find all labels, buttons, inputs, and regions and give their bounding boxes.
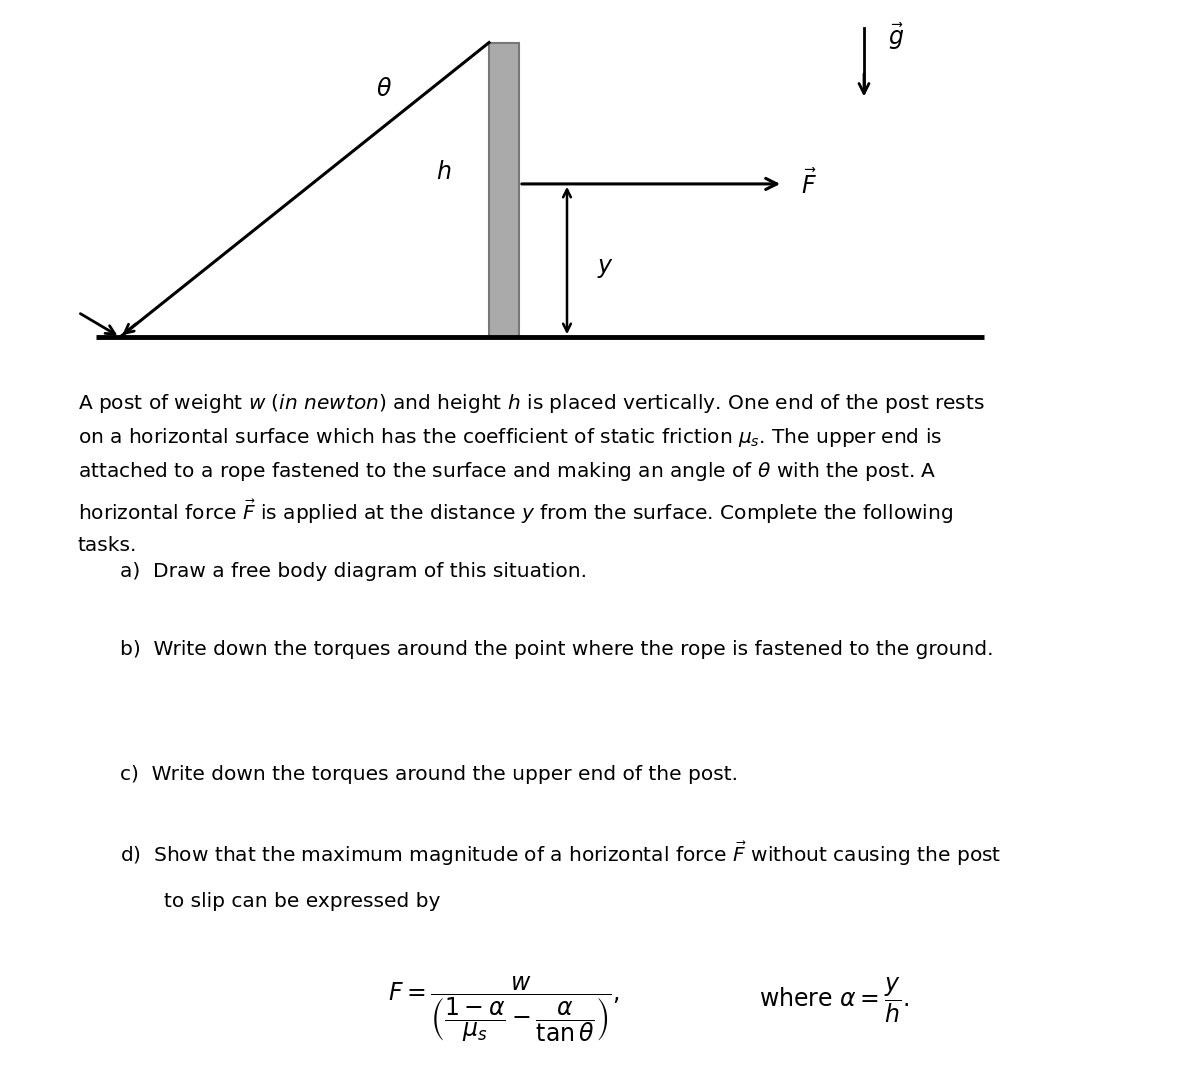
Text: $\mathrm{where}\ \alpha = \dfrac{y}{h}.$: $\mathrm{where}\ \alpha = \dfrac{y}{h}.$ <box>758 976 910 1026</box>
Text: c)  Write down the torques around the upper end of the post.: c) Write down the torques around the upp… <box>120 765 738 783</box>
Text: a)  Draw a free body diagram of this situation.: a) Draw a free body diagram of this situ… <box>120 562 587 582</box>
Text: $\theta$: $\theta$ <box>376 76 392 100</box>
Text: A post of weight $w$ $\mathit{(in\ newton)}$ and height $h$ is placed vertically: A post of weight $w$ $\mathit{(in\ newto… <box>78 392 985 555</box>
Text: $y$: $y$ <box>598 255 614 279</box>
Text: d)  Show that the maximum magnitude of a horizontal force $\vec{F}$ without caus: d) Show that the maximum magnitude of a … <box>120 839 1001 867</box>
Text: to slip can be expressed by: to slip can be expressed by <box>164 892 440 911</box>
Text: $\vec{F}$: $\vec{F}$ <box>802 169 817 199</box>
FancyBboxPatch shape <box>490 43 520 337</box>
Text: $h$: $h$ <box>437 160 451 184</box>
Text: $F = \dfrac{w}{\left(\dfrac{1-\alpha}{\mu_s} - \dfrac{\alpha}{\tan\theta}\right): $F = \dfrac{w}{\left(\dfrac{1-\alpha}{\m… <box>388 974 620 1044</box>
Text: b)  Write down the torques around the point where the rope is fastened to the gr: b) Write down the torques around the poi… <box>120 640 994 659</box>
Text: $\vec{g}$: $\vec{g}$ <box>888 22 905 52</box>
